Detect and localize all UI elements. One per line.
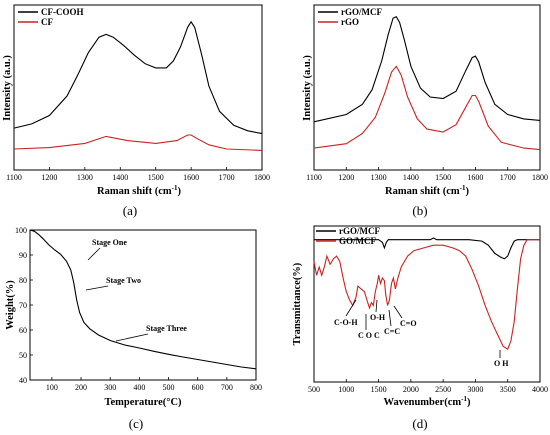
legend-label-go-mcf: GO/MCF — [339, 236, 376, 246]
x-axis-label-d: Wavenumber(cm-1) — [384, 395, 471, 408]
x-tick-label-c-600: 600 — [192, 383, 204, 392]
panel-b: 1100 1200 1300 1400 1500 1600 1700 1800 rGO/MCF… — [302, 4, 548, 218]
legend-a: CF-COOH CF — [18, 7, 84, 27]
x-tick-label-c-100: 100 — [46, 383, 58, 392]
x-tick-label-d-2500: 2500 — [435, 385, 451, 394]
x-tick-label-b-1700: 1700 — [500, 173, 516, 182]
x-tick-label-b-1400: 1400 — [403, 173, 419, 182]
legend-label-cf: CF — [41, 17, 53, 27]
x-tick-label-a-1200: 1200 — [41, 173, 57, 182]
x-tick-label-c-200: 200 — [75, 383, 87, 392]
series-line-cf — [13, 134, 263, 151]
x-tick-label-b-1800: 1800 — [532, 173, 548, 182]
panel-label-b: (b) — [412, 203, 427, 218]
x-tick-label-d-3000: 3000 — [467, 385, 483, 394]
x-axis-label-a: Raman shift (cm-1) — [97, 184, 182, 197]
panel-a: 1100 1200 1300 1400 1500 1600 1700 1800 CF-COOH… — [2, 4, 270, 218]
annotation-arrow-stage-two — [85, 285, 109, 291]
x-tick-label-c-300: 300 — [104, 383, 116, 392]
series-line-tga — [29, 229, 257, 370]
x-tick-label-d-4000: 4000 — [532, 385, 548, 394]
plot-frame-b — [313, 4, 541, 171]
annotation-c-o-c: C O C — [358, 331, 380, 340]
x-tick-label-b-1100: 1100 — [306, 173, 322, 182]
x-tick-label-a-1400: 1400 — [112, 173, 128, 182]
x-tick-label-d-1000: 1000 — [338, 385, 354, 394]
x-tick-label-b-1500: 1500 — [435, 173, 451, 182]
y-tick-label-c-80: 80 — [19, 276, 27, 285]
y-tick-label-c-40: 40 — [19, 376, 27, 385]
annotation-c-c: C=C — [384, 327, 400, 336]
x-tick-label-c-500: 500 — [163, 383, 175, 392]
panel-label-a: (a) — [123, 203, 137, 218]
x-tick-label-d-500: 500 — [308, 385, 320, 394]
annotation-stage-two: Stage Two — [106, 276, 141, 285]
annotation-arrow-stage-three — [115, 333, 149, 342]
legend-b: rGO/MCF rGO — [318, 7, 382, 27]
annotations-d: C-O-H C O C O-H C=C C=O O H — [334, 299, 509, 368]
annotation-c-o-double: C=O — [400, 319, 417, 328]
annotations-c: Stage One Stage Two Stage Three — [85, 238, 187, 342]
annotation-arrow-o-h-1 — [375, 299, 378, 313]
x-tick-label-d-1500: 1500 — [371, 385, 387, 394]
x-ticks-a: 1100 1200 1300 1400 1500 1600 1700 1800 — [6, 167, 270, 182]
y-axis-label-d: Transmittance(%) — [292, 262, 303, 345]
y-tick-label-c-90: 90 — [19, 251, 27, 260]
x-tick-label-c-400: 400 — [133, 383, 145, 392]
annotation-stage-one: Stage One — [92, 238, 127, 247]
x-tick-label-b-1600: 1600 — [467, 173, 483, 182]
panel-d: 500 1000 1500 2000 2500 3000 3500 4000 rGO/MCF … — [292, 225, 548, 431]
legend-label-rgo-mcf: rGO/MCF — [341, 7, 382, 17]
annotation-c-o-h: C-O-H — [334, 318, 358, 327]
x-tick-label-a-1300: 1300 — [77, 173, 93, 182]
y-tick-label-c-70: 70 — [19, 301, 27, 310]
x-tick-label-a-1600: 1600 — [183, 173, 199, 182]
x-ticks-b: 1100 1200 1300 1400 1500 1600 1700 1800 — [306, 167, 548, 182]
x-tick-label-b-1200: 1200 — [338, 173, 354, 182]
plot-frame-c — [29, 229, 257, 381]
x-tick-label-d-2000: 2000 — [403, 385, 419, 394]
annotation-arrow-stage-one — [87, 247, 101, 261]
series-line-rgo-mcf — [313, 15, 541, 123]
y-axis-label-c: Weight(%) — [5, 280, 16, 330]
x-tick-label-a-1800: 1800 — [254, 173, 270, 182]
legend-label-rgo: rGO — [341, 17, 359, 27]
x-tick-label-a-1700: 1700 — [219, 173, 235, 182]
x-axis-label-b: Raman shift (cm-1) — [385, 184, 470, 197]
legend-label-rgo-mcf-d: rGO/MCF — [339, 226, 380, 236]
x-tick-label-b-1300: 1300 — [371, 173, 387, 182]
y-tick-label-c-100: 100 — [15, 226, 27, 235]
plot-frame-a — [13, 4, 263, 171]
legend-label-cf-cooh: CF-COOH — [41, 7, 84, 17]
panel-label-d: (d) — [412, 416, 427, 431]
x-axis-label-c: Temperature(°C) — [104, 397, 182, 408]
series-line-rgo — [313, 65, 541, 151]
y-axis-label-b: Intensity (a.u.) — [302, 55, 313, 121]
series-line-go-mcf-ftir — [313, 239, 540, 351]
annotation-arrow-c-o-double — [393, 305, 403, 319]
y-ticks-c: 40 50 60 70 80 90 100 — [15, 226, 33, 385]
series-line-rgo-mcf-ftir — [314, 237, 540, 260]
x-tick-label-c-700: 700 — [221, 383, 233, 392]
annotation-o-h-1: O-H — [370, 313, 386, 322]
y-tick-label-c-50: 50 — [19, 351, 27, 360]
y-axis-label-a: Intensity (a.u.) — [2, 55, 13, 121]
annotation-o-h-2: O H — [494, 359, 509, 368]
x-ticks-d: 500 1000 1500 2000 2500 3000 3500 4000 — [308, 379, 548, 394]
x-tick-label-d-3500: 3500 — [500, 385, 516, 394]
legend-d: rGO/MCF GO/MCF — [316, 226, 380, 246]
annotation-arrow-c-c — [388, 309, 392, 327]
annotation-arrow-c-o-h — [345, 299, 357, 317]
x-tick-label-c-800: 800 — [250, 383, 262, 392]
panel-c: 100 200 300 400 500 600 700 800 40 50 60 70 80 90 100… — [5, 226, 262, 431]
annotation-stage-three: Stage Three — [146, 324, 187, 333]
x-ticks-c: 100 200 300 400 500 600 700 800 — [46, 377, 262, 392]
panel-label-c: (c) — [129, 416, 143, 431]
y-tick-label-c-60: 60 — [19, 326, 27, 335]
x-tick-label-a-1500: 1500 — [148, 173, 164, 182]
series-line-cf-cooh — [13, 20, 263, 135]
x-tick-label-a-1100: 1100 — [6, 173, 22, 182]
